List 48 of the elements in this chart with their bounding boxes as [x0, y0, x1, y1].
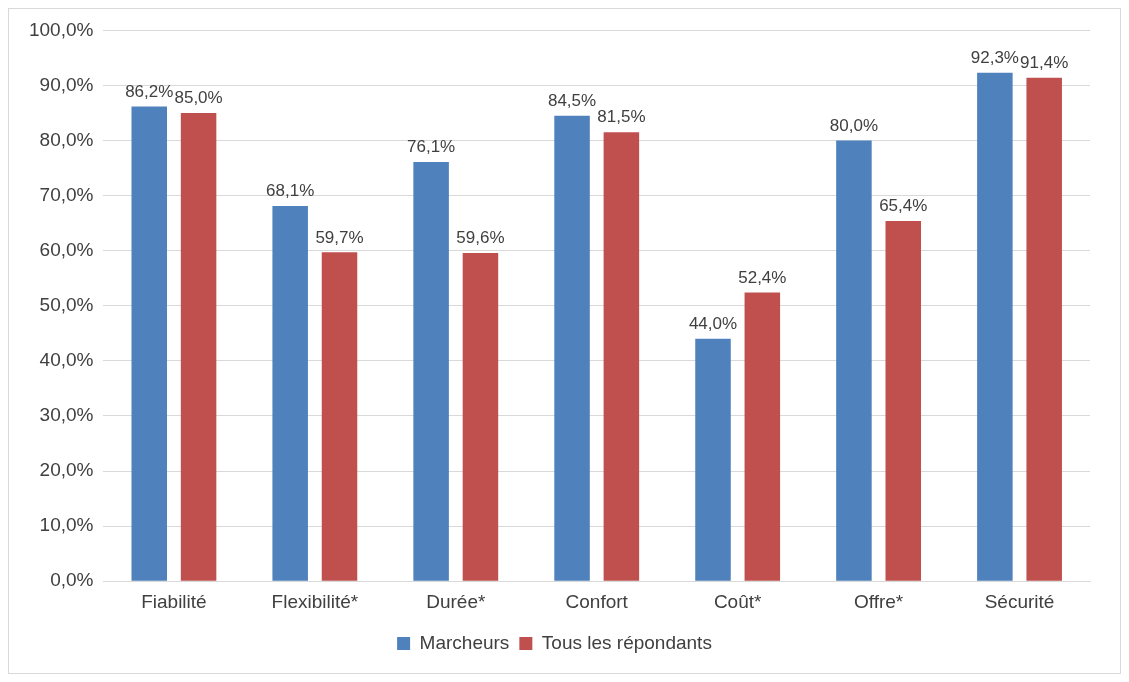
- data-label: 81,5%: [597, 107, 646, 127]
- data-label: 65,4%: [879, 196, 928, 216]
- data-label: 59,7%: [315, 227, 364, 247]
- y-tick-label: 20,0%: [39, 459, 94, 481]
- data-label: 92,3%: [970, 48, 1019, 67]
- data-label: 91,4%: [1020, 52, 1069, 72]
- bar: [321, 252, 358, 581]
- data-label: 80,0%: [829, 115, 879, 135]
- data-label: 84,5%: [547, 90, 597, 110]
- y-tick-label: 30,0%: [39, 404, 94, 426]
- bar: [744, 292, 781, 581]
- data-label: 86,2%: [125, 81, 174, 101]
- y-tick-label: 70,0%: [39, 183, 94, 205]
- bar: [272, 206, 308, 581]
- bar: [977, 72, 1013, 581]
- x-tick-label: Confort: [565, 590, 629, 612]
- bar: [1026, 77, 1062, 581]
- legend-label: Tous les répondants: [541, 631, 712, 653]
- y-tick-label: 10,0%: [39, 514, 94, 536]
- data-label: 85,0%: [174, 88, 223, 108]
- bar: [836, 140, 872, 581]
- bar: [413, 162, 449, 581]
- x-tick-label: Sécurité: [984, 590, 1055, 612]
- y-tick-label: 40,0%: [39, 349, 94, 371]
- y-tick-label: 80,0%: [39, 128, 94, 150]
- y-tick-label: 100,0%: [28, 18, 94, 40]
- data-label: 68,1%: [266, 181, 315, 201]
- x-tick-label: Offre*: [853, 590, 904, 612]
- x-tick-label: Durée*: [426, 590, 486, 612]
- data-label: 52,4%: [738, 267, 787, 287]
- legend-label: Marcheurs: [419, 631, 510, 653]
- y-tick-label: 60,0%: [39, 238, 94, 260]
- bar: [885, 220, 922, 581]
- bar: [554, 115, 590, 581]
- data-label: 76,1%: [407, 137, 456, 157]
- x-tick-label: Flexibilité*: [271, 590, 359, 612]
- bar: [180, 113, 217, 581]
- y-tick-label: 0,0%: [50, 569, 94, 591]
- bar: [695, 338, 731, 581]
- bar: [131, 106, 167, 581]
- bar: [462, 252, 499, 581]
- bar: [603, 132, 640, 581]
- x-tick-label: Coût*: [713, 590, 763, 612]
- data-label: 59,6%: [456, 228, 505, 248]
- y-tick-label: 90,0%: [39, 73, 94, 95]
- y-tick-label: 50,0%: [39, 294, 94, 316]
- x-tick-label: Fiabilité: [141, 590, 207, 612]
- data-label: 44,0%: [688, 314, 738, 334]
